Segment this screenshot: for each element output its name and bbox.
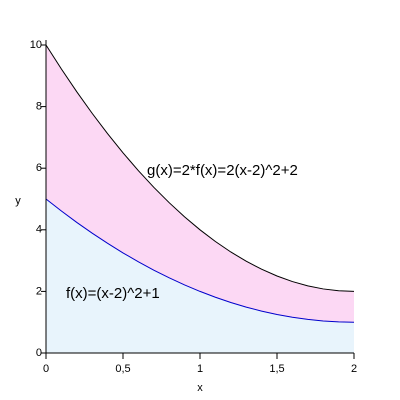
- x-tick-label: 1: [197, 363, 203, 375]
- y-tick-label: 6: [36, 162, 42, 174]
- x-tick-label: 2: [351, 363, 357, 375]
- x-tick-label: 1,5: [269, 363, 284, 375]
- x-axis-label: x: [197, 382, 203, 394]
- area-fill: [46, 45, 354, 323]
- x-tick-label: 0: [43, 363, 49, 375]
- y-tick-label: 8: [36, 101, 42, 113]
- y-tick-label: 2: [36, 285, 42, 297]
- x-tick-label: 0,5: [115, 363, 130, 375]
- y-tick-label: 4: [36, 224, 42, 236]
- y-tick-label: 0: [36, 347, 42, 359]
- y-axis-label: y: [15, 195, 21, 207]
- curve-label: g(x)=2*f(x)=2(x-2)^2+2: [147, 162, 298, 179]
- curve: [45, 44, 355, 292]
- y-tick-label: 10: [30, 39, 42, 51]
- curve-label: f(x)=(x-2)^2+1: [66, 285, 160, 302]
- curve: [45, 198, 355, 323]
